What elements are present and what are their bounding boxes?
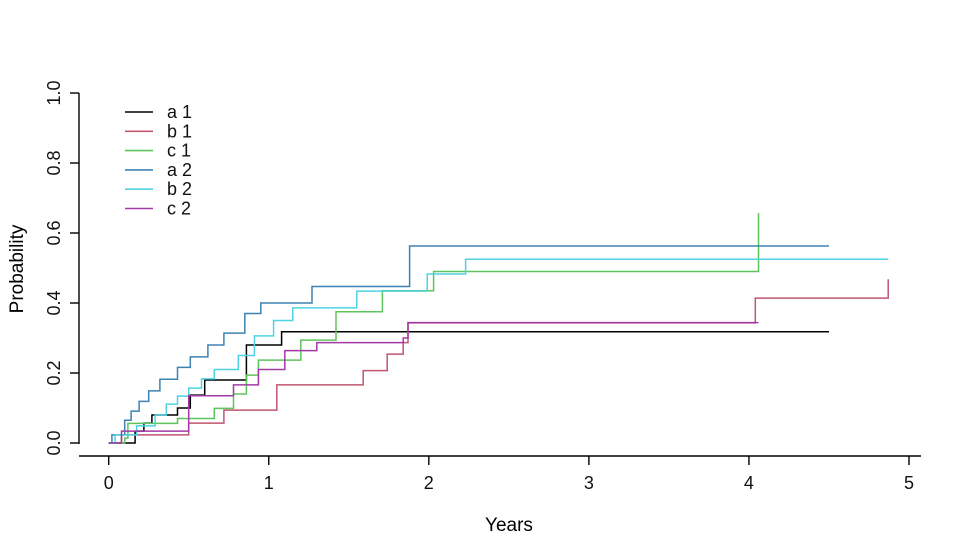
series-b-1 [108, 279, 889, 444]
legend-label-b-1: b 1 [167, 121, 192, 141]
y-axis-title: Probability [7, 224, 28, 314]
series-a-1 [108, 330, 829, 444]
legend-label-b-2: b 2 [167, 179, 192, 199]
series-a-2 [108, 245, 829, 444]
x-tick-label: 2 [424, 473, 434, 493]
legend-label-c-2: c 2 [167, 199, 191, 219]
x-tick-label: 4 [744, 473, 754, 493]
y-tick-label: 0.2 [44, 360, 64, 385]
y-tick-label: 0.4 [44, 290, 64, 315]
y-tick-label: 0.0 [44, 430, 64, 455]
x-axis-title: Years [485, 515, 533, 536]
series-group [108, 213, 889, 444]
x-tick-label: 3 [584, 473, 594, 493]
y-tick-label: 0.6 [44, 220, 64, 245]
axes: 0 1 2 3 4 5 0.0 0.2 0.4 0.6 0.8 1.0 [44, 80, 921, 493]
series-c-2 [108, 321, 759, 444]
legend-label-a-1: a 1 [167, 102, 192, 122]
legend-label-c-1: c 1 [167, 141, 191, 161]
series-b-2 [108, 258, 889, 444]
series-c-1 [108, 213, 760, 444]
y-tick-label: 1.0 [44, 80, 64, 105]
legend-label-a-2: a 2 [167, 160, 192, 180]
x-tick-label: 1 [264, 473, 274, 493]
legend: a 1b 1c 1a 2b 2c 2 [125, 102, 192, 219]
x-tick-label: 5 [904, 473, 914, 493]
x-tick-label: 0 [104, 473, 114, 493]
y-tick-label: 0.8 [44, 150, 64, 175]
